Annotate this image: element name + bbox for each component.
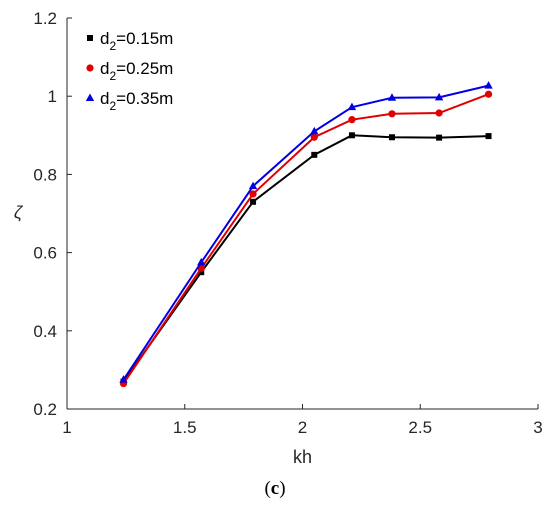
x-tick-label: 3 [533,418,542,437]
legend-item: d2=0.35m [85,89,173,113]
data-point [248,181,258,190]
data-point [119,375,128,383]
series-2 [119,90,493,388]
line-chart: 1 1.5 2 2.5 3 0.2 0.4 0.6 0.8 1 1.2 d2=0.15m d2=0.2… [14,9,543,467]
series-line [122,84,489,381]
x-tick-label: 2.5 [408,418,432,437]
legend-label: d2=0.25m [100,59,173,83]
data-point [348,132,355,139]
figure-caption: (c) [0,478,550,500]
y-tick-label: 0.2 [33,400,57,419]
data-point [311,151,318,158]
x-tick-label: 2 [298,418,307,437]
series-line [122,134,489,383]
data-point [434,92,444,101]
legend: d2=0.15m d2=0.25m d2=0.35m [85,29,173,113]
legend-item: d2=0.15m [87,29,173,53]
data-point [484,81,493,89]
caption-close: ) [279,478,286,499]
y-tick-label: 1 [48,87,57,106]
legend-marker [87,35,93,41]
series-layer [119,81,493,388]
series-line [122,93,489,385]
series-3 [119,81,493,383]
data-point [388,110,396,118]
y-tick-label: 1.2 [33,9,57,28]
caption-open: ( [264,478,271,499]
x-axis-label: kh [293,447,312,467]
data-point [484,90,493,98]
legend-label: d2=0.35m [100,89,173,113]
legend-item: d2=0.25m [86,59,173,83]
data-point [436,134,443,141]
data-point [388,134,395,141]
data-point [435,109,443,117]
x-tick-label: 1 [62,418,71,437]
data-point [347,102,357,111]
data-point [387,93,397,101]
data-point [197,257,206,266]
y-tick-label: 0.4 [33,322,57,341]
data-point [250,198,257,205]
y-tick-label: 0.6 [33,244,57,263]
caption-letter: c [270,478,280,499]
data-point [348,116,356,124]
legend-label: d2=0.15m [100,29,173,53]
x-tick-label: 1.5 [173,418,197,437]
y-axis-label: ζ [14,203,24,223]
data-point [485,133,492,140]
y-tick-label: 0.8 [33,165,57,184]
data-point [198,269,205,276]
data-point [310,133,318,141]
legend-marker [85,93,95,101]
series-1 [120,132,492,385]
legend-marker [86,64,94,72]
data-point [249,190,257,198]
axes: 1 1.5 2 2.5 3 0.2 0.4 0.6 0.8 1 1.2 [33,9,542,437]
data-point [310,126,319,135]
